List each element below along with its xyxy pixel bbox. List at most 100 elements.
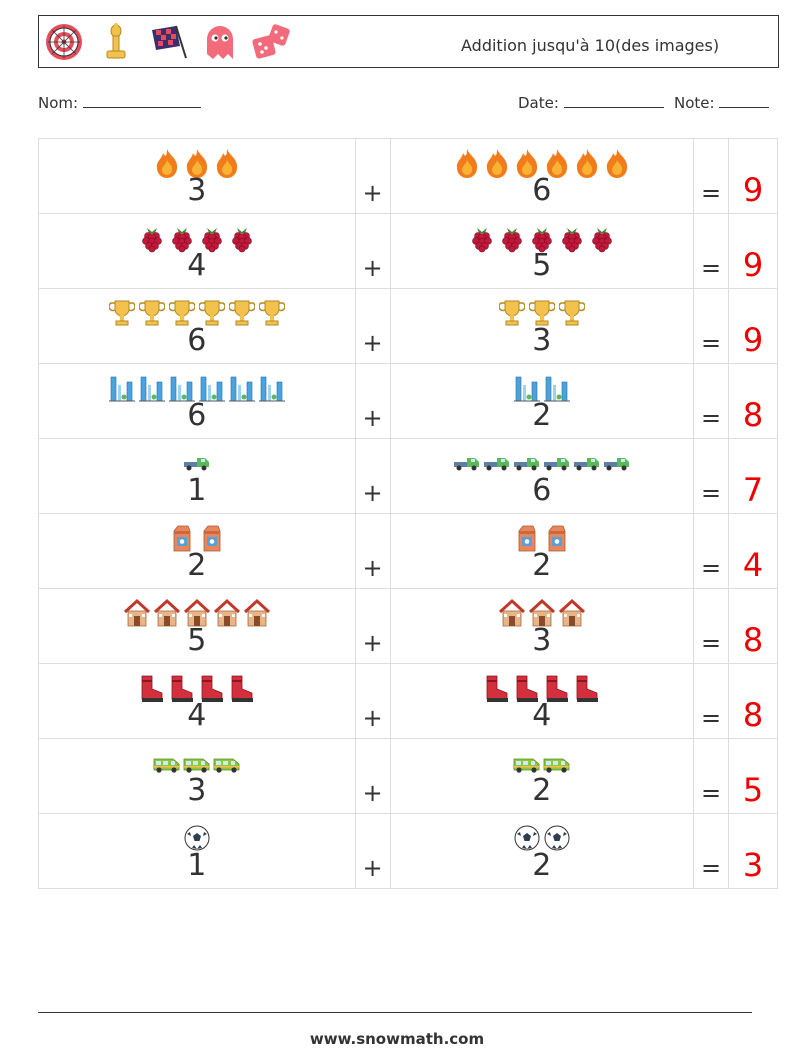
- exercise-row: 3 +2 = 5: [38, 738, 778, 814]
- trophy-icon: [498, 298, 526, 328]
- date-blank[interactable]: [563, 94, 664, 108]
- plus-cell: +: [354, 513, 391, 589]
- equals-sign: =: [701, 554, 722, 582]
- fire-icon: [213, 148, 241, 178]
- first-addend: 6: [187, 398, 207, 433]
- boot-icon: [483, 673, 511, 703]
- note-label: Note:: [674, 94, 715, 112]
- dice-icon: [251, 22, 293, 62]
- boot-icon: [513, 673, 541, 703]
- answer-cell[interactable]: 8: [728, 663, 778, 739]
- answer-cell[interactable]: 3: [728, 813, 778, 889]
- city-buildings-icon: [198, 373, 226, 403]
- tow-truck-icon: [453, 448, 481, 478]
- second-addend: 2: [532, 398, 552, 433]
- second-addend-cell: 6: [389, 138, 695, 214]
- house-icon: [153, 598, 181, 628]
- answer-cell[interactable]: 9: [728, 288, 778, 364]
- plus-sign: +: [362, 629, 383, 657]
- plus-cell: +: [354, 438, 391, 514]
- picture-group: [391, 222, 694, 254]
- van-icon: [513, 748, 541, 778]
- equals-cell: =: [693, 213, 730, 289]
- answer-value: 8: [742, 621, 764, 659]
- answer-cell[interactable]: 9: [728, 213, 778, 289]
- plus-cell: +: [354, 663, 391, 739]
- exercise-row: 6 +2 = 8: [38, 363, 778, 439]
- trophy-icon: [108, 298, 136, 328]
- boot-icon: [228, 673, 256, 703]
- boot-icon: [198, 673, 226, 703]
- exercise-row: 5 +3 = 8: [38, 588, 778, 664]
- milk-carton-icon: [168, 523, 196, 553]
- milk-carton-icon: [543, 523, 571, 553]
- tow-truck-icon: [543, 448, 571, 478]
- second-addend-cell: 5: [389, 213, 695, 289]
- header-icons: [43, 22, 293, 62]
- answer-cell[interactable]: 9: [728, 138, 778, 214]
- picture-group: [39, 447, 355, 479]
- house-icon: [528, 598, 556, 628]
- fire-icon: [153, 148, 181, 178]
- soccer-ball-icon: [543, 823, 571, 853]
- answer-cell[interactable]: 4: [728, 513, 778, 589]
- first-addend-cell: 4: [38, 213, 356, 289]
- chess-bishop-icon: [95, 22, 137, 62]
- answer-value: 7: [742, 471, 764, 509]
- answer-cell[interactable]: 8: [728, 588, 778, 664]
- exercise-row: 4 +5 = 9: [38, 213, 778, 289]
- equals-sign: =: [701, 629, 722, 657]
- city-buildings-icon: [258, 373, 286, 403]
- boot-icon: [543, 673, 571, 703]
- plus-cell: +: [354, 288, 391, 364]
- date-field: Date:: [518, 94, 664, 112]
- racing-flag-icon: [147, 22, 189, 62]
- name-field: Nom:: [38, 94, 201, 112]
- equals-sign: =: [701, 254, 722, 282]
- soccer-ball-icon: [183, 823, 211, 853]
- second-addend-cell: 2: [389, 513, 695, 589]
- trophy-icon: [198, 298, 226, 328]
- second-addend-cell: 2: [389, 363, 695, 439]
- trophy-icon: [168, 298, 196, 328]
- plus-sign: +: [362, 254, 383, 282]
- plus-cell: +: [354, 813, 391, 889]
- raspberry-icon: [498, 223, 526, 253]
- raspberry-icon: [228, 223, 256, 253]
- first-addend: 1: [187, 473, 207, 508]
- answer-cell[interactable]: 5: [728, 738, 778, 814]
- equals-sign: =: [701, 779, 722, 807]
- exercise-row: 3 +6 = 9: [38, 138, 778, 214]
- second-addend-cell: 2: [389, 738, 695, 814]
- trophy-icon: [258, 298, 286, 328]
- fire-icon: [483, 148, 511, 178]
- answer-value: 3: [742, 846, 764, 884]
- exercise-row: 1 +6 = 7: [38, 438, 778, 514]
- first-addend: 3: [187, 773, 207, 808]
- van-icon: [183, 748, 211, 778]
- second-addend: 2: [532, 848, 552, 883]
- equals-sign: =: [701, 854, 722, 882]
- first-addend: 3: [187, 173, 207, 208]
- second-addend: 4: [532, 698, 552, 733]
- plus-sign: +: [362, 479, 383, 507]
- raspberry-icon: [588, 223, 616, 253]
- picture-group: [391, 597, 694, 629]
- picture-group: [391, 372, 694, 404]
- answer-cell[interactable]: 7: [728, 438, 778, 514]
- answer-cell[interactable]: 8: [728, 363, 778, 439]
- first-addend-cell: 6: [38, 363, 356, 439]
- exercise-row: 4 +4 = 8: [38, 663, 778, 739]
- equals-sign: =: [701, 329, 722, 357]
- equals-cell: =: [693, 513, 730, 589]
- name-blank[interactable]: [82, 94, 201, 108]
- house-icon: [498, 598, 526, 628]
- equals-sign: =: [701, 179, 722, 207]
- city-buildings-icon: [543, 373, 571, 403]
- plus-sign: +: [362, 404, 383, 432]
- worksheet-header: Addition jusqu'à 10(des images): [38, 15, 779, 68]
- equals-cell: =: [693, 438, 730, 514]
- note-blank[interactable]: [719, 94, 770, 108]
- picture-group: [391, 447, 694, 479]
- city-buildings-icon: [138, 373, 166, 403]
